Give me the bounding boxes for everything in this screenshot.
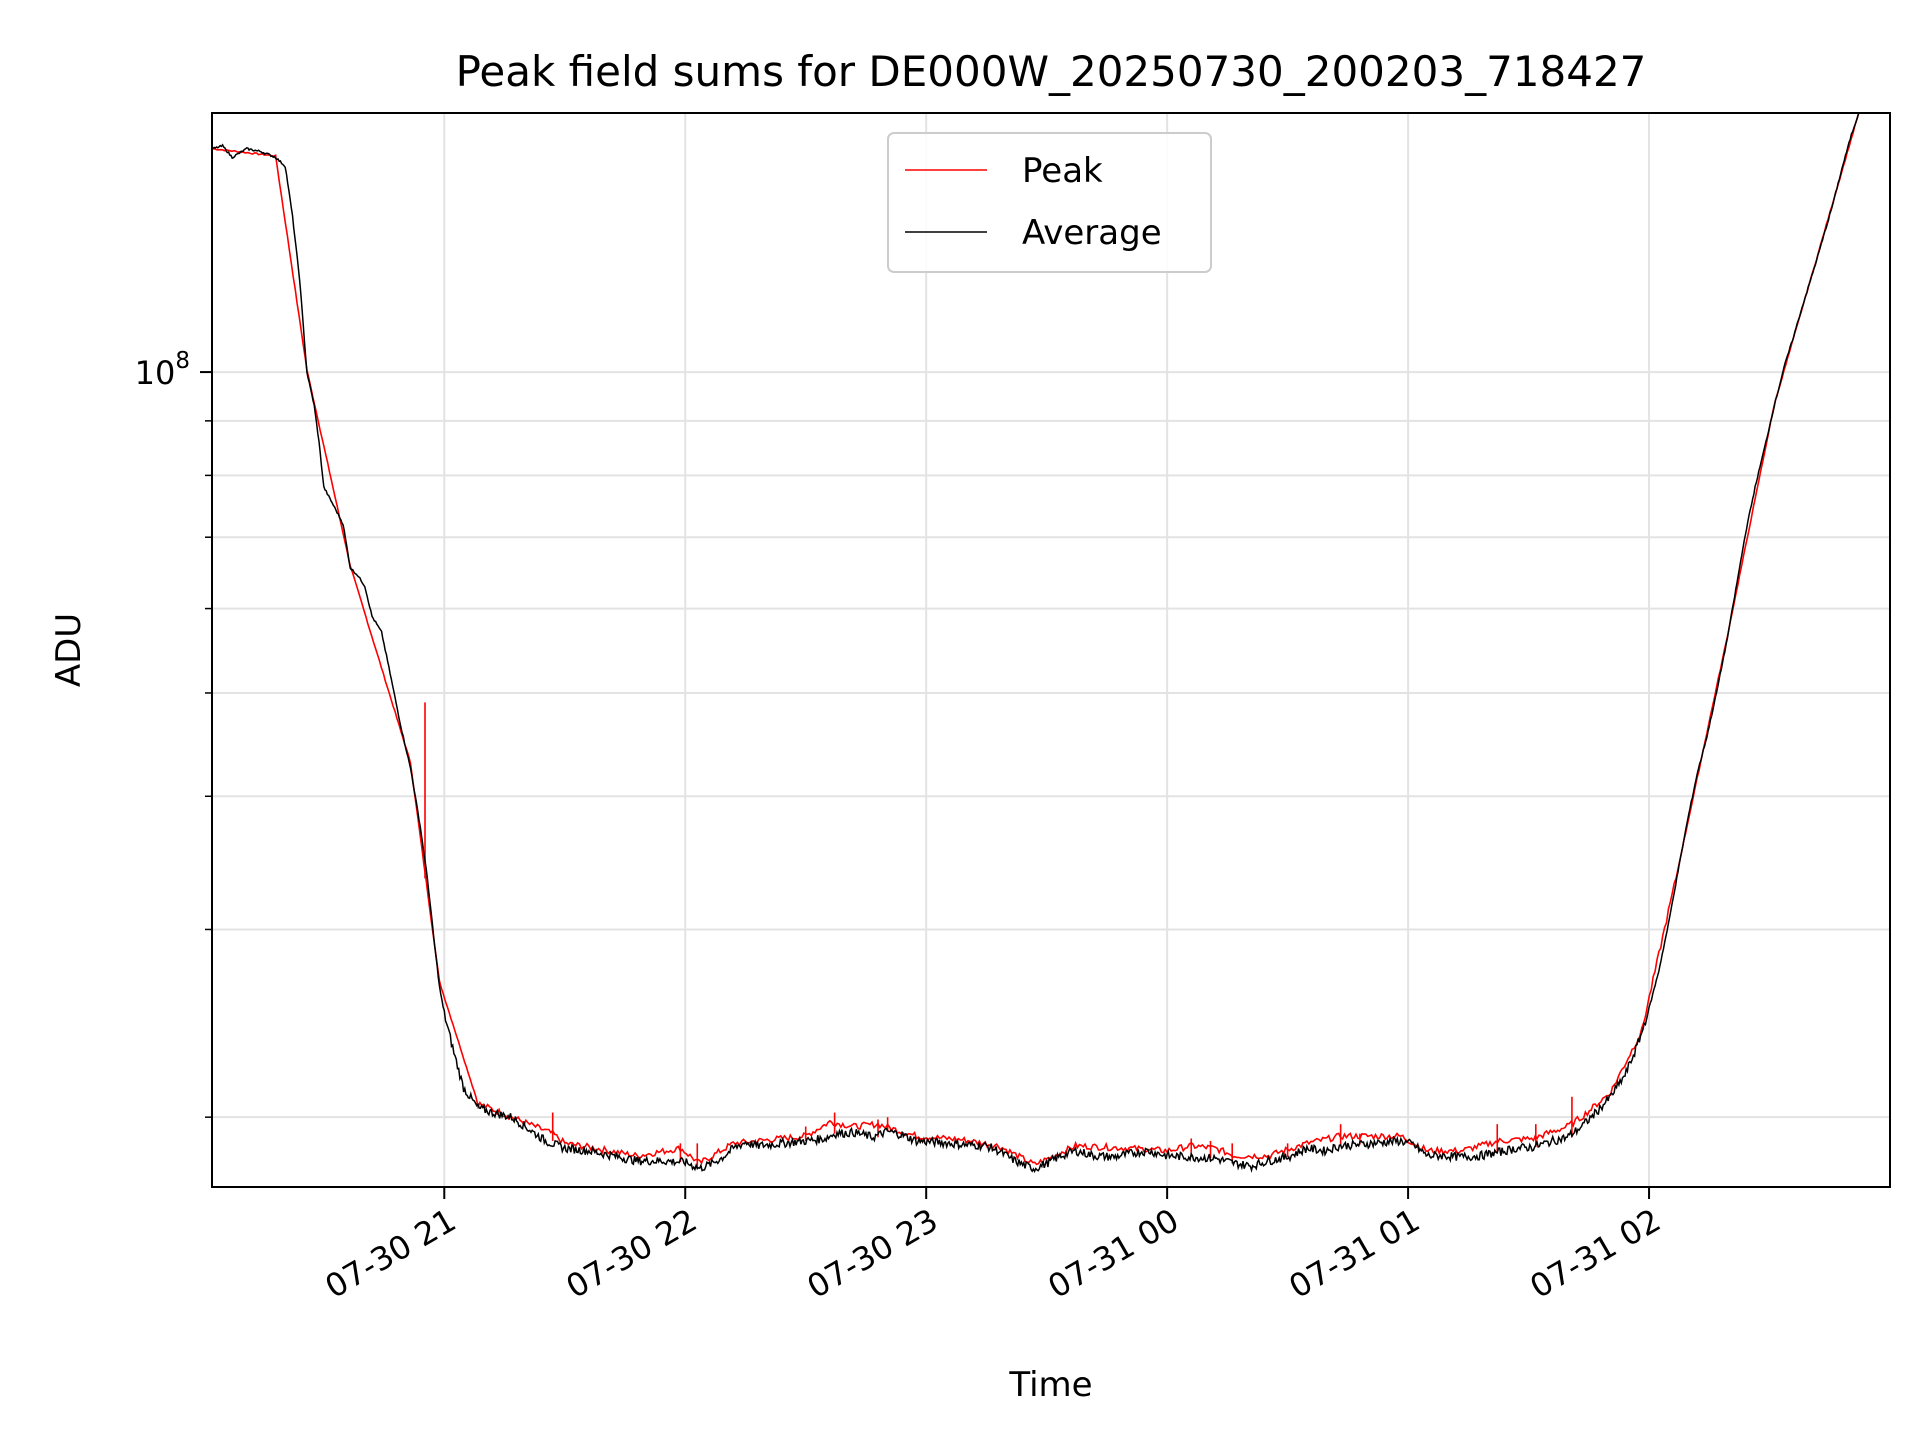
chart-title: Peak field sums for DE000W_20250730_2002… <box>456 47 1647 96</box>
plot-frame <box>211 112 1891 1188</box>
y-axis-label: ADU <box>49 613 89 687</box>
legend-label-average: Average <box>1022 213 1162 253</box>
legend-label-peak: Peak <box>1022 151 1103 191</box>
x-axis-label: Time <box>1008 1365 1092 1405</box>
legend: Peak Average <box>887 132 1212 273</box>
series-peak-line <box>212 113 1860 1166</box>
series-average-line <box>212 113 1860 1174</box>
plot-series <box>212 113 1860 1174</box>
legend-box <box>887 132 1212 273</box>
grid <box>212 113 1890 1187</box>
